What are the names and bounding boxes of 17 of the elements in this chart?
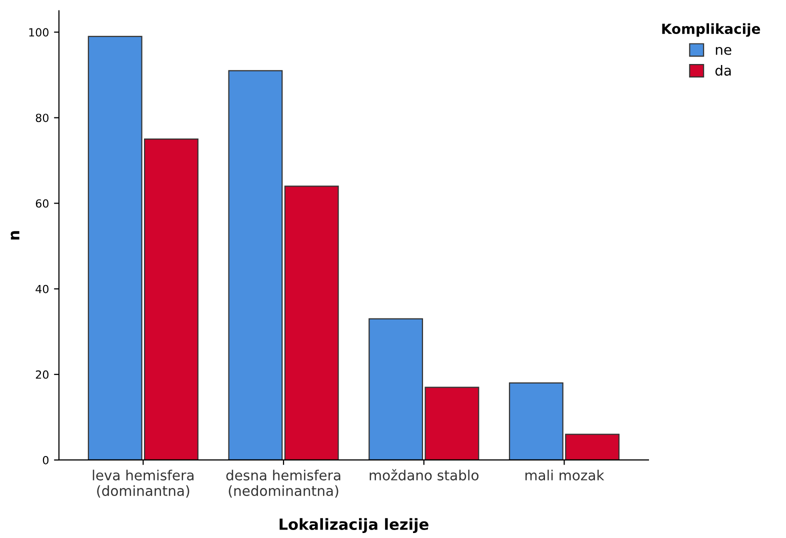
legend-label: da — [715, 64, 731, 76]
x-tick-label: desna hemisfera (nedominantna) — [226, 470, 340, 498]
legend-label: ne — [716, 46, 732, 55]
bar — [228, 70, 283, 460]
y-tick-label: 60 — [36, 199, 48, 208]
x-tick-label: mali mozak — [525, 470, 604, 480]
y-axis-title: n — [10, 231, 20, 240]
y-tick-label: 20 — [36, 370, 48, 379]
x-axis-title: Lokalizacija lezije — [280, 518, 428, 534]
y-tick-label: 0 — [42, 456, 48, 464]
y-tick-label: 80 — [36, 114, 48, 122]
y-tick-label: 40 — [36, 284, 48, 294]
x-tick-label: leva hemisfera (dominantna) — [92, 470, 194, 498]
legend-title: Komplikacije — [662, 23, 760, 37]
y-tick-label: 100 — [29, 28, 48, 37]
bar — [284, 186, 339, 460]
x-tick-label: moždano stablo — [370, 469, 478, 480]
